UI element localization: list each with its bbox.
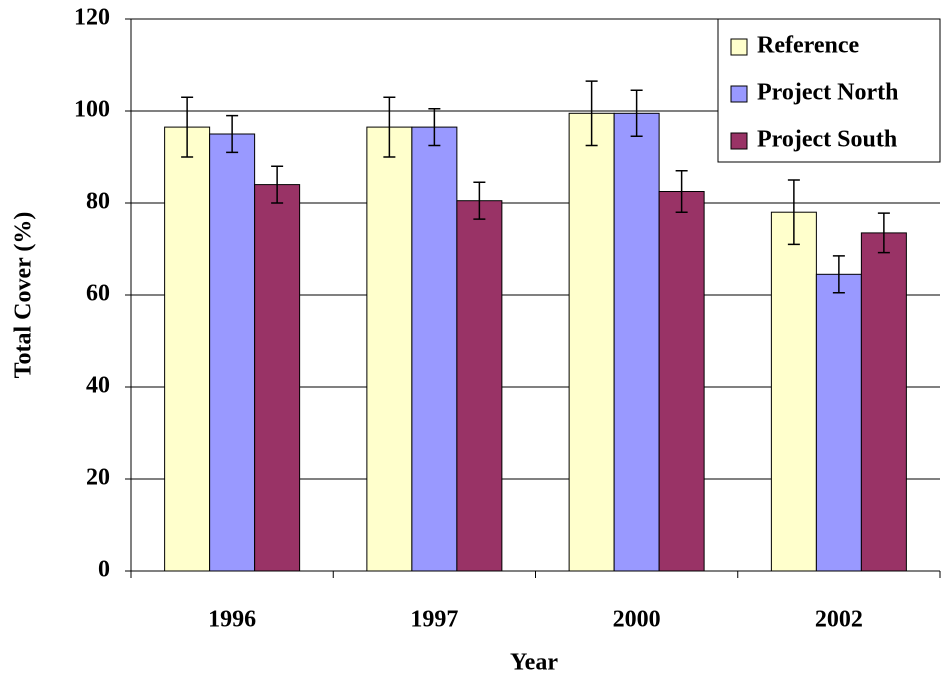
bar <box>254 184 301 572</box>
y-tick-label: 60 <box>86 281 110 307</box>
legend-label: Project South <box>757 127 897 153</box>
bar <box>860 232 907 572</box>
legend-swatch <box>730 38 748 56</box>
legend-label: Project North <box>757 80 899 106</box>
error-bar <box>428 107 441 147</box>
y-tick-label: 0 <box>98 557 110 583</box>
y-tick-label: 20 <box>86 465 110 491</box>
error-bar <box>832 255 845 294</box>
bar <box>411 126 458 572</box>
x-tick-label: 1997 <box>410 607 458 633</box>
error-bar <box>226 114 239 154</box>
bar <box>209 133 256 572</box>
bar <box>568 112 615 572</box>
y-tick-label: 40 <box>86 373 110 399</box>
legend-swatch <box>730 85 748 103</box>
y-axis-title: Total Cover (%) <box>11 212 37 379</box>
bar <box>613 112 660 572</box>
bar <box>456 200 503 572</box>
error-bar <box>271 165 284 204</box>
error-bar <box>473 181 486 220</box>
legend-box <box>717 18 941 163</box>
legend-label: Reference <box>757 33 860 59</box>
error-bar <box>630 89 643 138</box>
x-tick-label: 2000 <box>613 607 661 633</box>
bar <box>366 126 413 572</box>
x-tick-label: 2002 <box>815 607 863 633</box>
bar <box>815 273 862 572</box>
legend-swatch <box>730 132 748 150</box>
y-tick-label: 100 <box>74 97 110 123</box>
error-bar <box>585 80 598 147</box>
error-bar <box>383 96 396 158</box>
bar <box>164 126 211 572</box>
error-bar <box>675 170 688 213</box>
error-bar <box>877 212 890 254</box>
bar <box>658 191 705 572</box>
error-bar <box>787 179 800 246</box>
x-tick-label: 1996 <box>208 607 256 633</box>
y-tick-label: 80 <box>86 189 110 215</box>
x-axis-title: Year <box>510 650 558 676</box>
y-tick-label: 120 <box>74 5 110 31</box>
bar <box>770 211 817 572</box>
error-bar <box>181 96 194 158</box>
